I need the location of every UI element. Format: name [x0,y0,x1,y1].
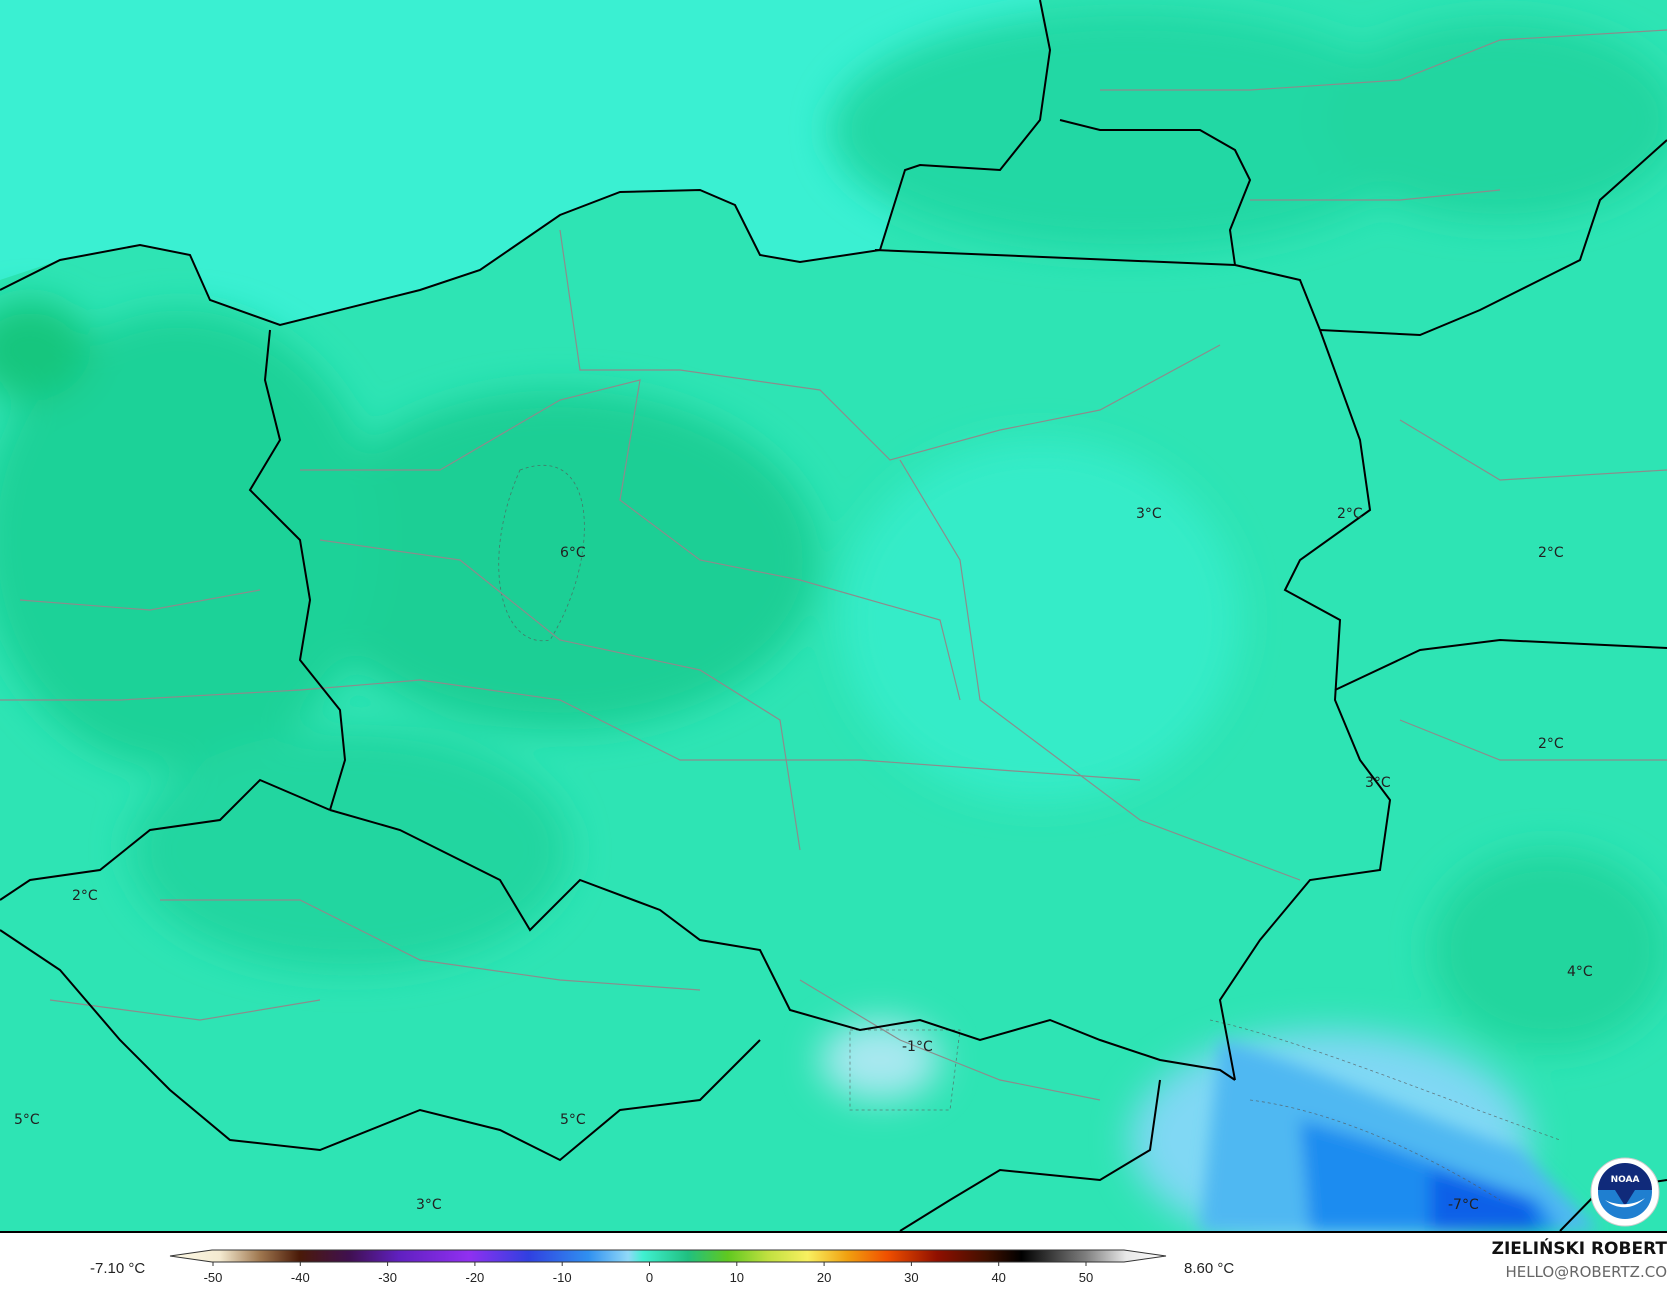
temp-label: 4°C [1567,964,1593,980]
temp-label: 2°C [1538,736,1564,752]
tick-label: 40 [991,1270,1005,1285]
colorbar-scale [169,1249,1167,1263]
temp-label: 2°C [1538,545,1564,561]
tick-label: 10 [730,1270,744,1285]
temperature-labels: 6°C 3°C 2°C 2°C 2°C 3°C 4°C 2°C -1°C 5°C… [14,506,1593,1213]
baltic-sea [0,0,1050,325]
country-borders [0,0,1667,1232]
temp-label: 3°C [1136,506,1162,522]
tick-label: -20 [466,1270,485,1285]
temp-label: 2°C [1337,506,1363,522]
contour-lines [498,464,1561,1201]
tick-label: 20 [817,1270,831,1285]
noaa-logo: NOAA [1590,1157,1660,1227]
temp-label: 6°C [560,545,586,561]
temp-label: 3°C [416,1197,442,1213]
cold-core [1200,1040,1600,1231]
author-email: HELLO@ROBERTZ.CO [1505,1263,1667,1281]
min-value-label: -7.10 °C [90,1260,146,1277]
max-value-label: 8.60 °C [1184,1260,1235,1277]
temp-label: 5°C [560,1112,586,1128]
colorbar-ticks: -50 -40 -30 -20 -10 0 10 20 30 40 50 [204,1262,1093,1285]
svg-text:NOAA: NOAA [1611,1175,1640,1185]
temp-label: 3°C [1365,775,1391,791]
temp-label: -7°C [1448,1197,1479,1213]
tick-label: -10 [553,1270,572,1285]
author-credit: ZIELIŃSKI ROBERT [1491,1239,1667,1259]
tick-label: -50 [204,1270,223,1285]
tick-label: 0 [646,1270,653,1285]
colorbar: -50 -40 -30 -20 -10 0 10 20 30 40 50 [0,1233,1667,1287]
temp-label: 5°C [14,1112,40,1128]
tick-label: 50 [1079,1270,1093,1285]
temp-label: -1°C [902,1039,933,1055]
temperature-map: 6°C 3°C 2°C 2°C 2°C 3°C 4°C 2°C -1°C 5°C… [0,0,1667,1250]
tick-label: -40 [291,1270,310,1285]
temperature-field [0,10,1667,1250]
tick-label: -30 [378,1270,397,1285]
tick-label: 30 [904,1270,918,1285]
temp-label: 2°C [72,888,98,904]
region-borders [0,29,1667,1101]
